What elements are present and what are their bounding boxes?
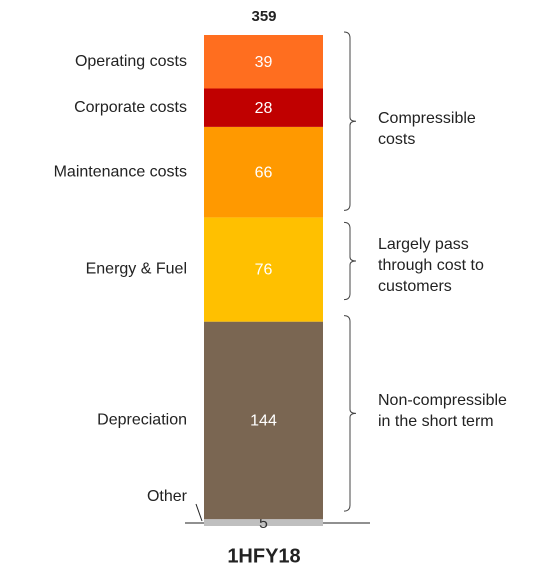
series-label: Depreciation [97,412,187,429]
series-label: Other [147,488,188,505]
value-label: 5 [259,515,268,532]
value-label: 28 [255,100,273,117]
value-label: 76 [255,262,273,279]
leader-line [195,503,203,522]
bracket [343,221,357,301]
series-label: Energy & Fuel [86,261,187,278]
value-label: 39 [255,54,273,71]
value-label: 66 [255,164,273,181]
group-label: Largely pass through cost to customers [378,236,484,295]
group-label: Non-compressible in the short term [378,392,507,430]
total-label: 359 [251,8,276,25]
bar-segment [204,321,323,520]
series-label: Operating costs [75,53,187,70]
category-label: 1HFY18 [227,545,300,567]
series-label: Corporate costs [74,99,187,116]
series-label: Maintenance costs [54,163,187,180]
bar-segment [204,519,323,526]
group-label: Compressible costs [378,110,476,148]
bar-segment [204,88,323,127]
bar-segment [204,217,323,322]
bar-segment [204,35,323,89]
value-label: 144 [250,413,277,430]
bracket [343,31,357,211]
bracket [343,315,357,512]
bar-segment [204,126,323,218]
